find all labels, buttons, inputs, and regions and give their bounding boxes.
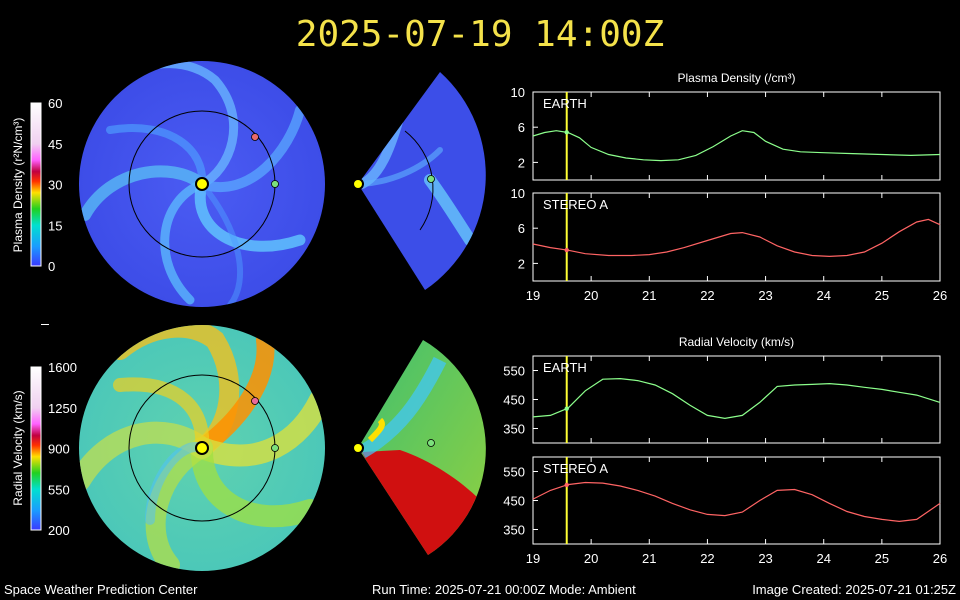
velocity-colorbar-tick-label: 1600	[48, 360, 77, 375]
density-colorbar-tick-label: 30	[48, 178, 62, 193]
page-title: 2025-07-19 14:00Z	[295, 14, 665, 55]
observer-label: EARTH	[543, 360, 587, 375]
current-value-point	[564, 130, 569, 135]
x-tick-label: 19	[526, 551, 540, 566]
y-tick-label: 450	[503, 393, 525, 408]
velocity-colorbar-tick-label: 550	[48, 482, 70, 497]
footer-image-created: Image Created: 2025-07-21 01:25Z	[752, 582, 956, 597]
x-tick-label: 22	[700, 288, 714, 303]
density-colorbar-scale	[30, 102, 42, 267]
earth-series-line	[532, 130, 941, 162]
current-value-point	[564, 482, 569, 488]
y-tick-label: 450	[503, 494, 525, 509]
x-tick-label: 20	[584, 551, 598, 566]
stereo-a-marker	[251, 397, 259, 405]
x-tick-label: 21	[642, 551, 656, 566]
velocity-colorbar-label: Radial Velocity (km/s)	[11, 390, 25, 505]
y-tick-label: 10	[511, 85, 525, 100]
sun-marker-wedge	[352, 442, 364, 454]
current-value-point	[564, 406, 569, 411]
earth-marker	[271, 444, 279, 452]
density-colorbar-tick-label: 0	[48, 259, 55, 274]
y-tick-label: 550	[503, 364, 525, 379]
density-ecliptic-disk	[79, 61, 325, 307]
earth-marker	[271, 180, 279, 188]
y-tick-label: 550	[503, 465, 525, 480]
x-tick-label: 24	[816, 288, 830, 303]
y-tick-label: 350	[503, 523, 525, 538]
plot-frame	[532, 192, 941, 282]
earth-series-line	[532, 377, 941, 420]
velocity-ecliptic-disk	[79, 325, 325, 571]
separator-mark	[41, 324, 49, 325]
density-colorbar-tick-label: 45	[48, 137, 62, 152]
chart-title: Radial Velocity (km/s)	[679, 335, 794, 349]
stereo-a-series-line	[532, 481, 941, 523]
sun-marker	[195, 177, 209, 191]
x-tick-label: 21	[642, 288, 656, 303]
velocity-colorbar: 1600 1250 900 550 200 Radial Velocity (km/s)	[11, 360, 77, 538]
observer-label: STEREO A	[543, 197, 608, 212]
x-tick-label: 23	[758, 551, 772, 566]
x-tick-label: 22	[700, 551, 714, 566]
stereo-a-series-line	[532, 218, 941, 258]
footer-run-time: Run Time: 2025-07-21 00:00Z Mode: Ambien…	[372, 582, 636, 597]
x-tick-label: 25	[875, 551, 889, 566]
plot-frame	[532, 91, 941, 181]
density-colorbar-label: Plasma Density (r²N/cm³)	[11, 118, 25, 253]
velocity-colorbar-scale	[30, 366, 42, 531]
velocity-colorbar-tick-label: 1250	[48, 401, 77, 416]
earth-marker-wedge	[427, 439, 435, 447]
observer-label: STEREO A	[543, 461, 608, 476]
sun-marker-wedge	[352, 178, 364, 190]
y-tick-label: 10	[511, 186, 525, 201]
y-tick-label: 6	[518, 120, 525, 135]
x-tick-label: 26	[933, 551, 947, 566]
velocity-colorbar-tick-label: 900	[48, 442, 70, 457]
current-value-point	[564, 247, 569, 253]
y-tick-label: 2	[518, 256, 525, 271]
x-tick-label: 20	[584, 288, 598, 303]
density-colorbar-tick-label: 15	[48, 218, 62, 233]
density-meridional-wedge	[352, 72, 486, 290]
velocity-colorbar-tick-label: 200	[48, 523, 70, 538]
density-colorbar-tick-label: 60	[48, 96, 62, 111]
earth-marker-wedge	[427, 175, 435, 183]
x-tick-label: 26	[933, 288, 947, 303]
chart-title: Plasma Density (/cm³)	[677, 71, 795, 85]
x-tick-label: 23	[758, 288, 772, 303]
plot-frame	[532, 355, 941, 444]
x-tick-label: 19	[526, 288, 540, 303]
x-tick-label: 24	[816, 551, 830, 566]
y-tick-label: 2	[518, 155, 525, 170]
density-colorbar: 60 45 30 15 0 Plasma Density (r²N/cm³)	[11, 96, 62, 274]
x-tick-label: 25	[875, 288, 889, 303]
y-tick-label: 350	[503, 422, 525, 437]
footer-org: Space Weather Prediction Center	[4, 582, 198, 597]
sun-marker	[195, 441, 209, 455]
stereo-a-marker	[251, 133, 259, 141]
velocity-meridional-wedge	[352, 340, 486, 555]
y-tick-label: 6	[518, 221, 525, 236]
observer-label: EARTH	[543, 96, 587, 111]
